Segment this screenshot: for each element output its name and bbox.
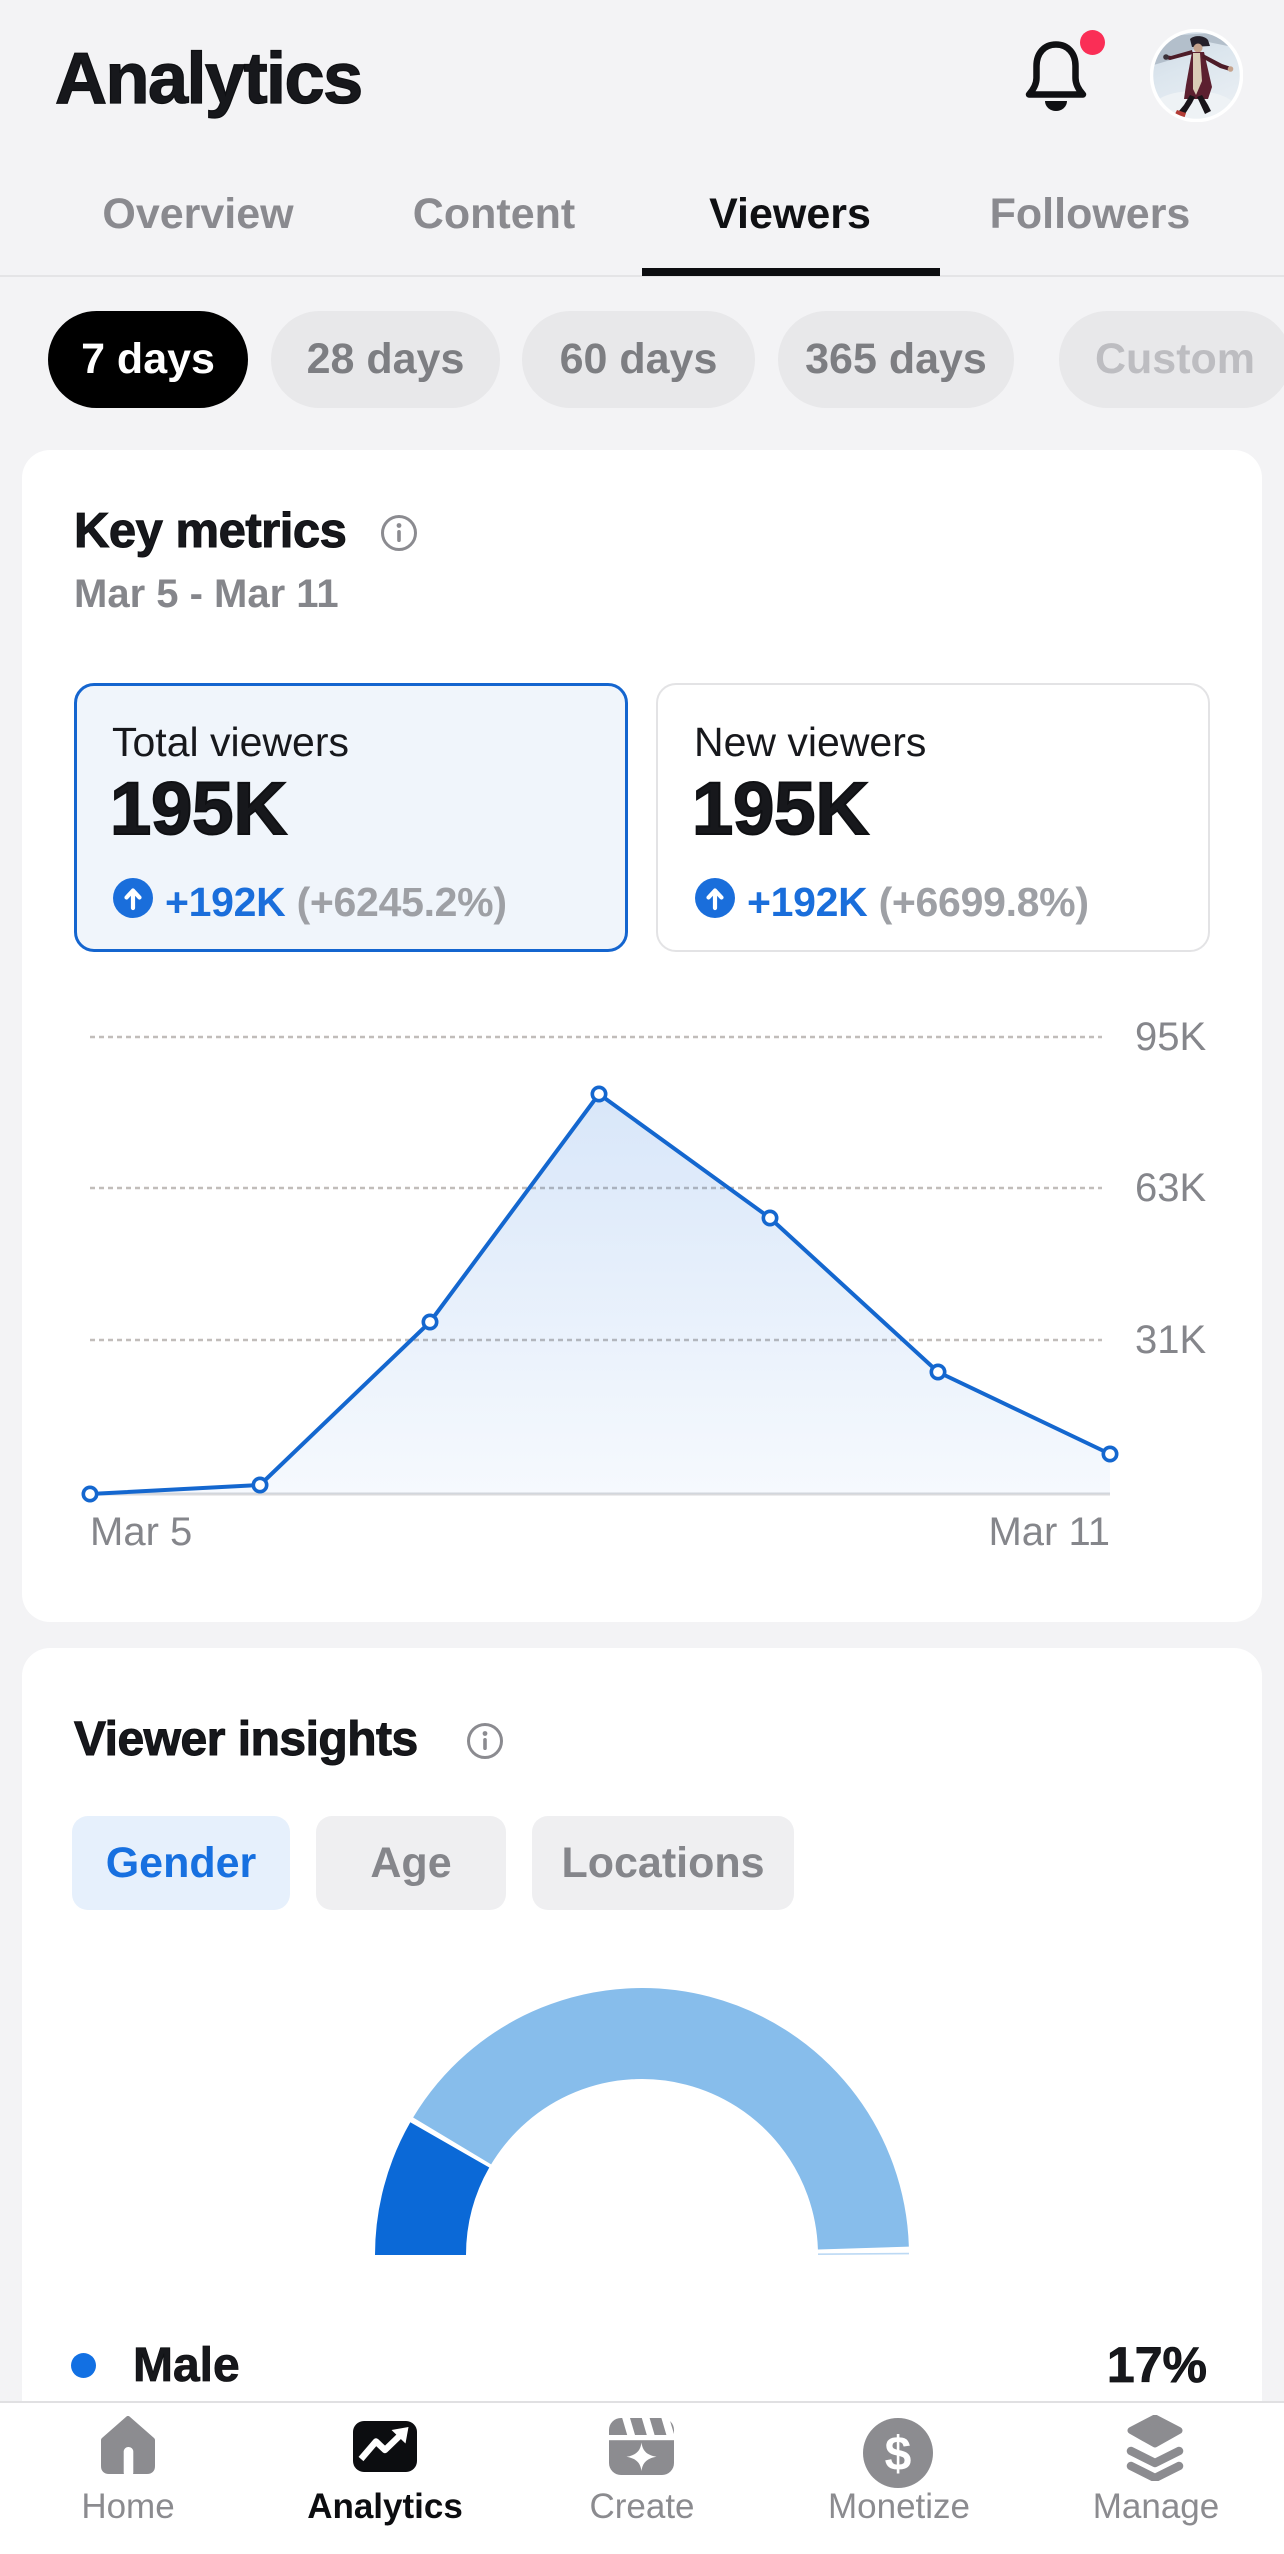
svg-text:Mar 5: Mar 5 bbox=[90, 1510, 192, 1554]
svg-text:95K: 95K bbox=[1135, 1015, 1206, 1059]
svg-text:$: $ bbox=[885, 2428, 912, 2481]
svg-text:Mar 11: Mar 11 bbox=[988, 1510, 1110, 1554]
svg-text:31K: 31K bbox=[1135, 1318, 1206, 1362]
svg-text:63K: 63K bbox=[1135, 1166, 1206, 1210]
